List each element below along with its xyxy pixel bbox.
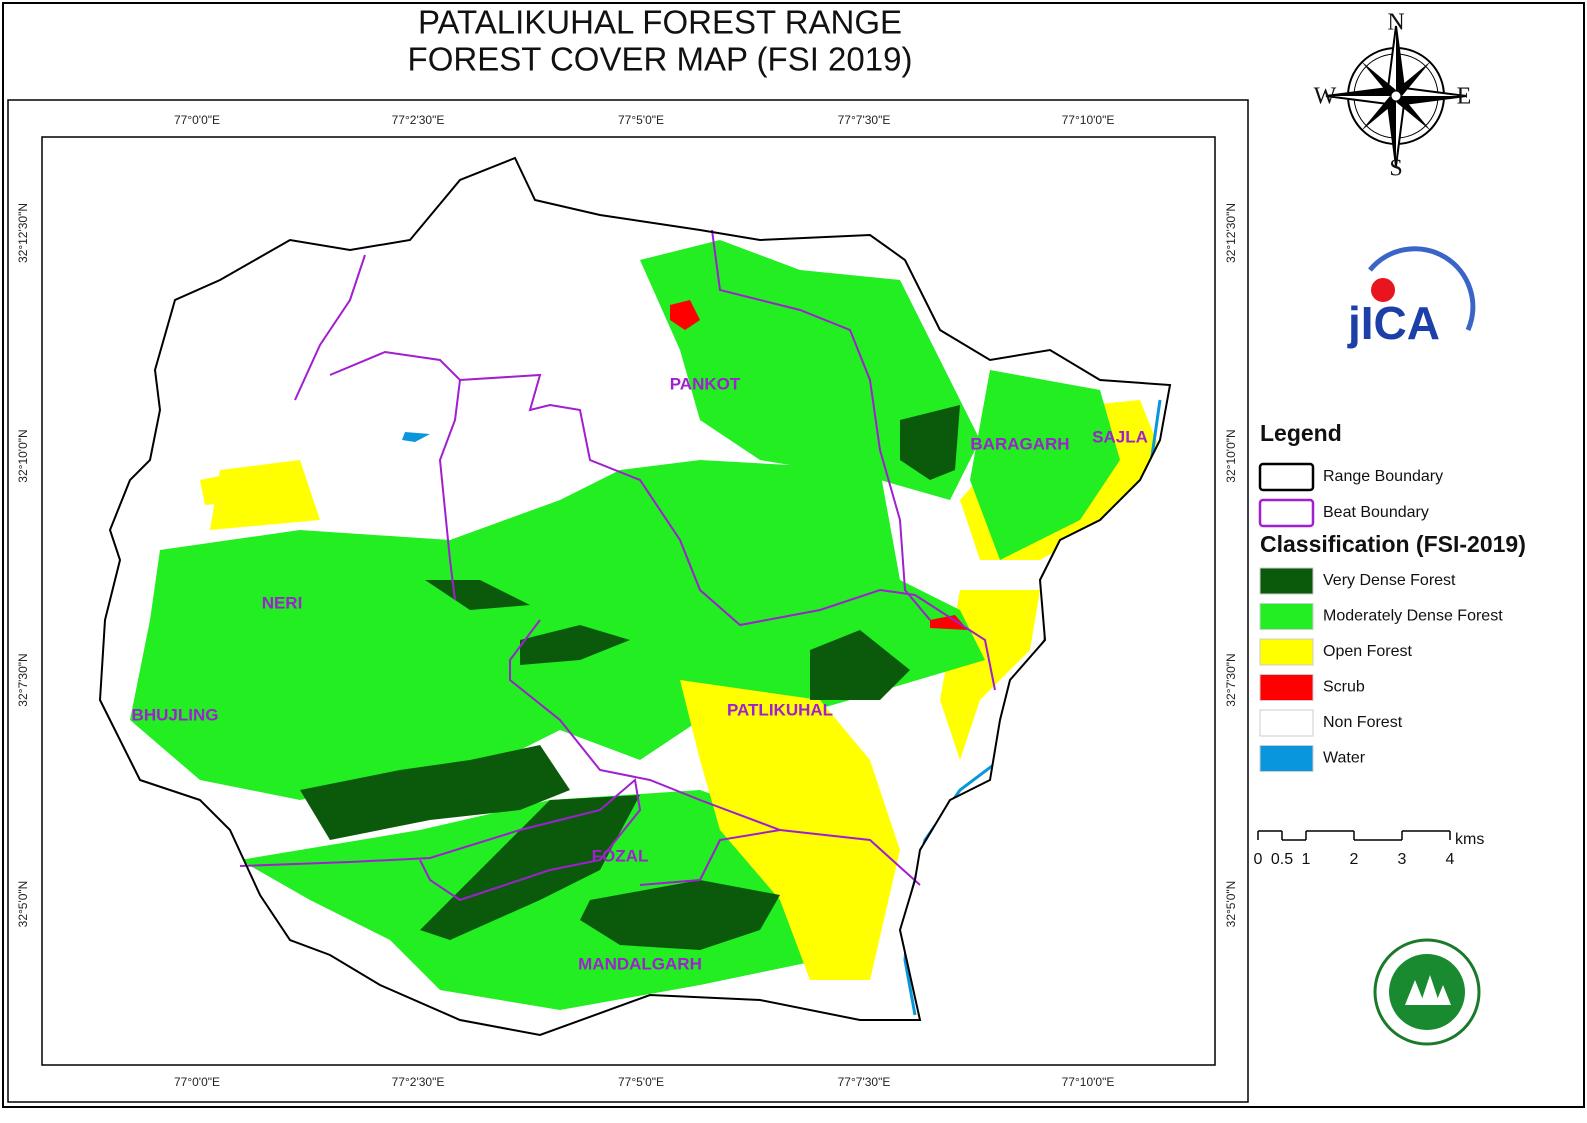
jica-logo: jICA	[1347, 246, 1476, 349]
legend-label: Scrub	[1323, 679, 1365, 696]
longitude-label: 77°2'30"E	[392, 113, 445, 127]
scale-unit: kms	[1455, 831, 1484, 848]
legend-swatch	[1258, 462, 1315, 492]
very-dense-forest-patch	[520, 625, 630, 665]
beat-boundary	[329, 350, 996, 691]
open-forest-patch	[680, 680, 900, 980]
very-dense-forest-patch	[420, 795, 640, 940]
legend-swatch	[1259, 638, 1314, 666]
title-line: FOREST COVER MAP (FSI 2019)	[408, 41, 913, 78]
longitude-label: 77°10'0"E	[1062, 113, 1115, 127]
forest-dept-logo	[1373, 938, 1481, 1046]
legend-swatch	[1259, 567, 1314, 595]
moderately-dense-forest-patch	[240, 790, 880, 1010]
very-dense-forest-patch	[300, 745, 570, 840]
legend-label: Open Forest	[1323, 643, 1412, 660]
scale-tick-label: 4	[1446, 851, 1455, 868]
longitude-label: 77°0'0"E	[174, 113, 220, 127]
scale-tick-label: 3	[1398, 851, 1407, 868]
legend-label: Moderately Dense Forest	[1323, 608, 1503, 625]
water-patch	[402, 432, 430, 442]
scale-tick-label: 0	[1254, 851, 1263, 868]
legend-swatch	[1259, 745, 1314, 772]
very-dense-forest-patch	[580, 880, 780, 950]
range-boundary	[98, 156, 1172, 1037]
legend-swatch	[1259, 674, 1314, 701]
scale-tick-label: 1	[1302, 851, 1311, 868]
beat-label: BHUJLING	[132, 705, 219, 724]
logo-text: jICA	[1347, 297, 1440, 349]
beat-boundary	[711, 229, 931, 621]
legend-title: Legend	[1260, 420, 1342, 446]
beat-boundary	[294, 254, 366, 401]
latitude-label: 32°12'30"N	[16, 203, 30, 263]
compass-n: N	[1387, 10, 1404, 36]
latitude-label: 32°12'30"N	[1224, 203, 1238, 263]
moderately-dense-forest-patch	[970, 370, 1120, 560]
map-area	[98, 156, 1172, 1037]
cover-classes	[130, 240, 1162, 1016]
longitude-label: 77°0'0"E	[174, 1075, 220, 1089]
legend-label: Water	[1323, 750, 1366, 767]
scrub-patch	[670, 300, 700, 330]
compass-w: W	[1314, 84, 1337, 110]
legend-label: Range Boundary	[1323, 468, 1443, 485]
longitude-label: 77°7'30"E	[838, 113, 891, 127]
beat-label: MANDALGARH	[578, 954, 702, 973]
beat-label: PATLIKUHAL	[727, 700, 833, 719]
classification-title: Classification (FSI-2019)	[1260, 531, 1526, 557]
beat-label: FOZAL	[592, 846, 649, 865]
open-forest-patch	[200, 470, 260, 505]
latitude-label: 32°7'30"N	[16, 653, 30, 706]
latitude-label: 32°10'0"N	[16, 429, 30, 482]
compass-s: S	[1389, 156, 1402, 182]
very-dense-forest-patch	[810, 630, 910, 700]
latitude-label: 32°7'30"N	[1224, 653, 1238, 706]
latitude-label: 32°5'0"N	[16, 881, 30, 928]
scale-bar	[1258, 830, 1450, 841]
longitude-label: 77°5'0"E	[618, 1075, 664, 1089]
compass-rose	[1325, 25, 1467, 167]
map-inner-frame	[41, 136, 1216, 1066]
beat-boundary	[438, 379, 461, 601]
beat-label: BARAGARH	[970, 434, 1069, 453]
map-frame	[7, 99, 1249, 1103]
longitude-label: 77°2'30"E	[392, 1075, 445, 1089]
legend-label: Non Forest	[1323, 714, 1403, 731]
longitude-label: 77°5'0"E	[618, 113, 664, 127]
legend-swatch	[1259, 709, 1314, 737]
beat-boundary	[509, 619, 921, 886]
latitude-label: 32°5'0"N	[1224, 881, 1238, 928]
legend-swatch	[1259, 603, 1314, 630]
latitude-label: 32°10'0"N	[1224, 429, 1238, 482]
beat-label: NERI	[262, 593, 303, 612]
legend-swatch	[1258, 498, 1315, 528]
legend-label: Very Dense Forest	[1323, 572, 1456, 589]
beat-label: PANKOT	[670, 374, 741, 393]
very-dense-forest-patch	[900, 405, 960, 480]
title-line: PATALIKUHAL FOREST RANGE	[418, 4, 902, 41]
scrub-patch	[930, 615, 968, 630]
legend-label: Beat Boundary	[1323, 504, 1429, 521]
longitude-label: 77°10'0"E	[1062, 1075, 1115, 1089]
beat-label: SAJLA	[1092, 427, 1148, 446]
scale-tick-label: 0.5	[1271, 851, 1293, 868]
compass-e: E	[1457, 84, 1472, 110]
beat-boundary	[239, 778, 642, 902]
moderately-dense-forest-patch	[640, 240, 980, 500]
beat-boundary	[639, 829, 781, 886]
longitude-label: 77°7'30"E	[838, 1075, 891, 1089]
scale-tick-label: 2	[1350, 851, 1359, 868]
very-dense-forest-patch	[425, 580, 530, 610]
